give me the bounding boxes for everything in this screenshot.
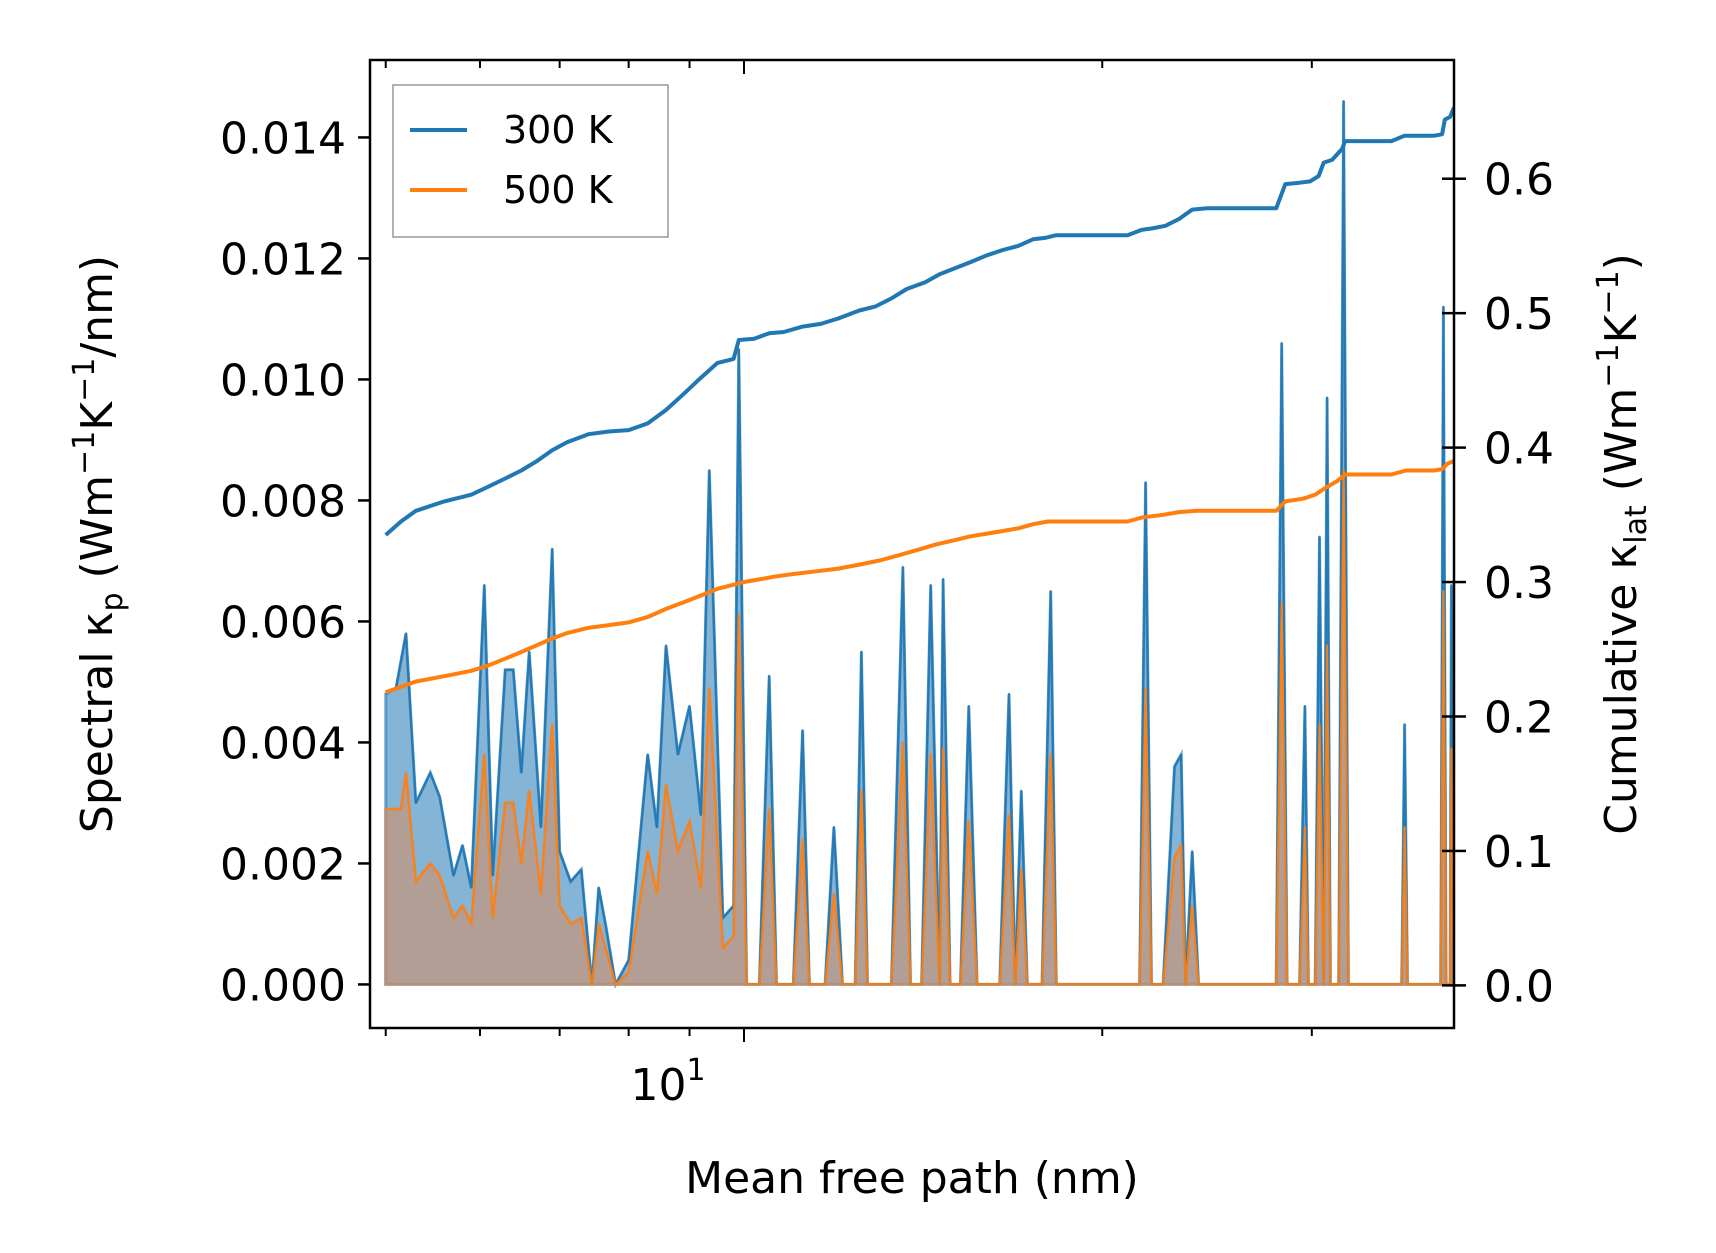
left-y-tick-label: 0.012 <box>220 234 346 285</box>
legend-box <box>392 84 669 238</box>
left-y-tick-label: 0.002 <box>220 839 346 890</box>
left-y-tick-label: 0.000 <box>220 960 346 1011</box>
right-ylabel-superscript-1: −1 <box>1591 343 1626 387</box>
left-y-tick-label: 0.008 <box>220 476 346 527</box>
left-y-tick-label: 0.004 <box>220 718 346 769</box>
right-ylabel-prefix: Cumulative κ <box>1596 544 1647 835</box>
series-line-layer <box>384 100 1454 986</box>
right-y-tick-label: 0.5 <box>1484 289 1554 340</box>
right-ylabel-suffix: ) <box>1596 253 1647 270</box>
left-y-tick-label: 0.014 <box>220 113 346 164</box>
left-ylabel-prefix: Spectral κ <box>72 612 123 834</box>
left-ylabel-superscript-1: −1 <box>67 431 102 475</box>
legend-label-500k: 500 K <box>503 168 614 212</box>
right-y-tick-label: 0.1 <box>1484 827 1554 878</box>
right-y-tick-label: 0.2 <box>1484 692 1554 743</box>
left-ylabel-superscript-2: −1 <box>67 358 102 402</box>
left-ylabel-subscript: p <box>95 592 130 611</box>
right-ylabel-superscript-2: −1 <box>1591 270 1626 314</box>
legend: 300 K 500 K <box>392 84 669 238</box>
spectral-line-500-k <box>385 469 1454 986</box>
left-y-tick-label: 0.006 <box>220 597 346 648</box>
cumulative-line-500-k <box>385 459 1454 695</box>
left-ylabel-kelvin: K <box>72 401 123 431</box>
legend-label-300k: 300 K <box>503 108 614 152</box>
right-ylabel-units-open: (Wm <box>1596 388 1647 506</box>
right-y-tick-label: 0.6 <box>1484 155 1554 206</box>
left-ylabel-units-open: (Wm <box>72 475 123 593</box>
right-y-tick-label: 0.3 <box>1484 558 1554 609</box>
tick-layer: 0.000 0.002 0.004 0.006 0.008 0.010 0.012 0.014… <box>220 60 1554 1042</box>
right-y-axis-label: Cumulative κlat (Wm−1K−1) <box>1591 253 1654 835</box>
left-ylabel-suffix: /nm) <box>72 255 123 358</box>
x-tick-label-exponent: 1 <box>686 1053 705 1088</box>
x-tick-label-base: 10 <box>630 1060 686 1111</box>
right-ylabel-kelvin: K <box>1596 313 1647 343</box>
x-axis-label: Mean free path (nm) <box>685 1153 1139 1204</box>
cumulative-line-300-k <box>384 106 1454 537</box>
right-ylabel-subscript: lat <box>1619 505 1654 544</box>
plot-frame <box>368 58 1456 1030</box>
right-y-tick-label: 0.0 <box>1484 961 1554 1012</box>
x-tick-label: 101 <box>630 1053 705 1111</box>
left-y-tick-label: 0.010 <box>220 355 346 406</box>
left-y-axis-label: Spectral κp (Wm−1K−1/nm) <box>67 255 130 833</box>
right-y-tick-label: 0.4 <box>1484 424 1554 475</box>
